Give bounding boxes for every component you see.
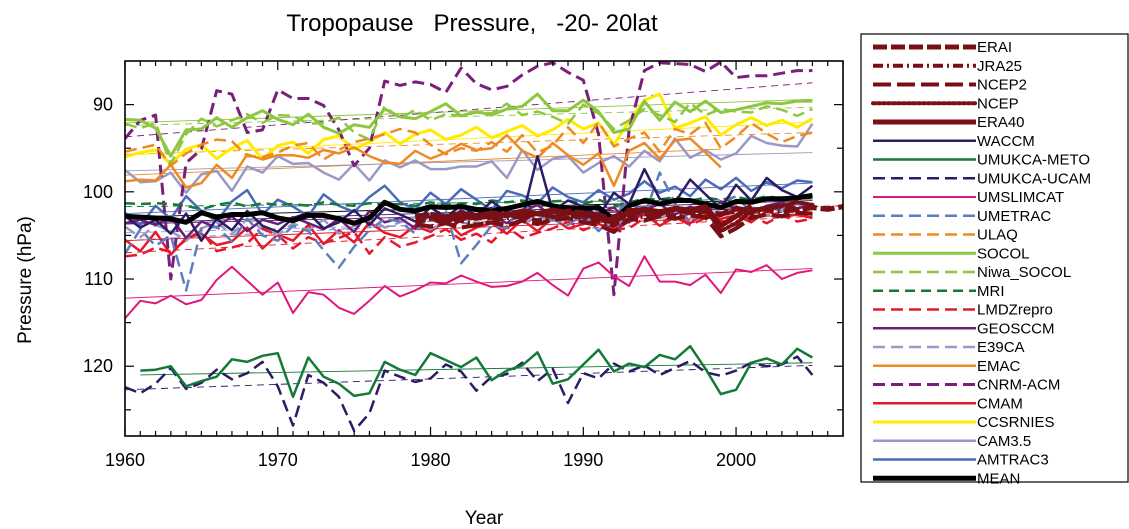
series-line-ulaq (125, 120, 813, 167)
series-line-umukca-meto (140, 344, 814, 399)
y-tick-label: 90 (93, 95, 113, 115)
series-line-niwa-socol (125, 101, 813, 166)
legend: ERAIJRA25NCEP2NCEPERA40WACCMUMUKCA-METOU… (871, 39, 1091, 487)
series-line-cam3-5 (125, 123, 814, 194)
legend-label-umukca-ucam: UMUKCA-UCAM (977, 170, 1091, 187)
legend-label-ncep: NCEP (977, 95, 1019, 112)
series-line-socol (125, 92, 813, 158)
legend-label-ulaq: ULAQ (977, 227, 1018, 244)
series-line-waccm (125, 154, 814, 242)
legend-label-mean: MEAN (977, 470, 1020, 487)
series-line-cnrm-acm (125, 61, 813, 297)
legend-label-geosccm: GEOSCCM (977, 320, 1055, 337)
legend-label-jra25: JRA25 (977, 58, 1022, 75)
y-axis-title: Pressure (hPa) (15, 216, 36, 344)
series-line-jra25 (414, 205, 813, 228)
legend-box (860, 33, 1129, 483)
trend-line-umukca-meto (140, 362, 813, 376)
series-lines (125, 61, 843, 433)
legend-label-umukca-meto: UMUKCA-METO (977, 152, 1090, 169)
trend-line-umukca-ucam (125, 364, 813, 391)
y-tick-label: 100 (83, 182, 113, 202)
legend-label-amtrac3: AMTRAC3 (977, 452, 1049, 469)
series-line-lmdzrepro (125, 214, 813, 258)
series-line-erai (414, 203, 843, 222)
series-line-mean (125, 192, 813, 226)
legend-label-ccsrnies: CCSRNIES (977, 414, 1055, 431)
axis-ticks: 1960 1970 1980 1990 2000 90 100 110 120 (83, 61, 844, 470)
series-line-umslimcat (125, 255, 813, 319)
legend-label-cam3-5: CAM3.5 (977, 433, 1031, 450)
legend-label-lmdzrepro: LMDZrepro (977, 302, 1053, 319)
legend-label-socol: SOCOL (977, 245, 1030, 262)
y-tick-label: 110 (84, 269, 113, 289)
series-line-emac (125, 133, 722, 189)
plot-frame (124, 60, 844, 437)
x-axis-title: Year (465, 508, 504, 529)
x-tick-label: 1980 (411, 450, 451, 470)
legend-label-umslimcat: UMSLIMCAT (977, 189, 1064, 206)
series-line-ncep2 (414, 210, 813, 239)
trend-lines (125, 82, 843, 391)
trend-line-cnrm-acm (125, 82, 813, 138)
series-line-mri (125, 194, 813, 211)
legend-label-mri: MRI (977, 283, 1005, 300)
y-tick-label: 120 (83, 356, 113, 376)
trend-line-socol (125, 98, 813, 124)
x-tick-label: 1990 (563, 450, 603, 470)
legend-label-era40: ERA40 (977, 114, 1025, 131)
series-line-umukca-ucam (125, 355, 814, 433)
chart-title: Tropopause Pressure, -20- 20lat (286, 10, 658, 37)
x-tick-label: 1970 (258, 450, 298, 470)
trend-line-umslimcat (125, 268, 813, 299)
trend-line-lmdzrepro (125, 215, 813, 254)
legend-label-niwa-socol: Niwa_SOCOL (977, 264, 1071, 281)
legend-label-emac: EMAC (977, 358, 1021, 375)
legend-label-cnrm-acm: CNRM-ACM (977, 377, 1060, 394)
legend-label-cmam: CMAM (977, 395, 1023, 412)
trend-line-ulaq (125, 132, 813, 155)
x-tick-label: 2000 (716, 450, 756, 470)
legend-label-waccm: WACCM (977, 133, 1035, 150)
legend-label-ncep2: NCEP2 (977, 77, 1027, 94)
series-line-ccsrnies (125, 92, 814, 166)
legend-label-umetrac: UMETRAC (977, 208, 1051, 225)
legend-label-erai: ERAI (977, 39, 1012, 56)
legend-label-e39ca: E39CA (977, 339, 1025, 356)
x-tick-label: 1960 (105, 450, 145, 470)
